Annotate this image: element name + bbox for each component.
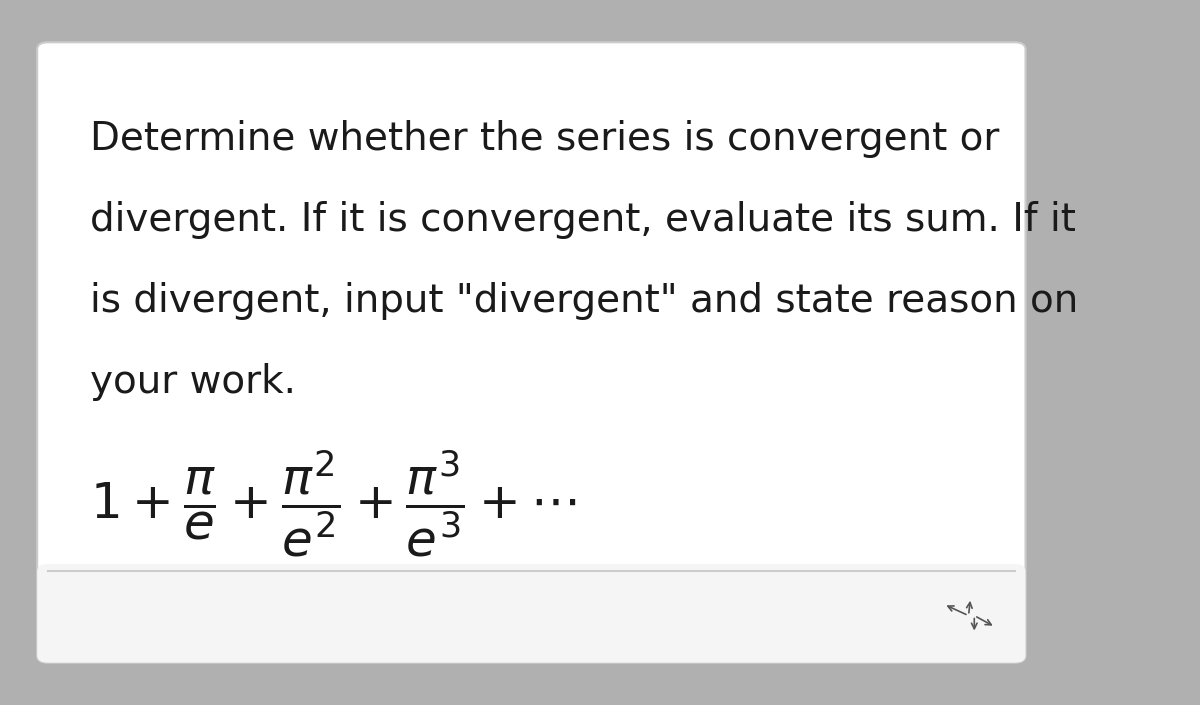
Text: $1 + \dfrac{\pi}{e} + \dfrac{\pi^2}{e^2} + \dfrac{\pi^3}{e^3} + \cdots$: $1 + \dfrac{\pi}{e} + \dfrac{\pi^2}{e^2}… [90,449,577,559]
FancyBboxPatch shape [37,564,1026,663]
Text: Determine whether the series is convergent or: Determine whether the series is converge… [90,120,1000,158]
Text: divergent. If it is convergent, evaluate its sum. If it: divergent. If it is convergent, evaluate… [90,201,1076,239]
Text: is divergent, input "divergent" and state reason on: is divergent, input "divergent" and stat… [90,282,1079,320]
Text: your work.: your work. [90,363,296,401]
FancyBboxPatch shape [37,42,1026,663]
